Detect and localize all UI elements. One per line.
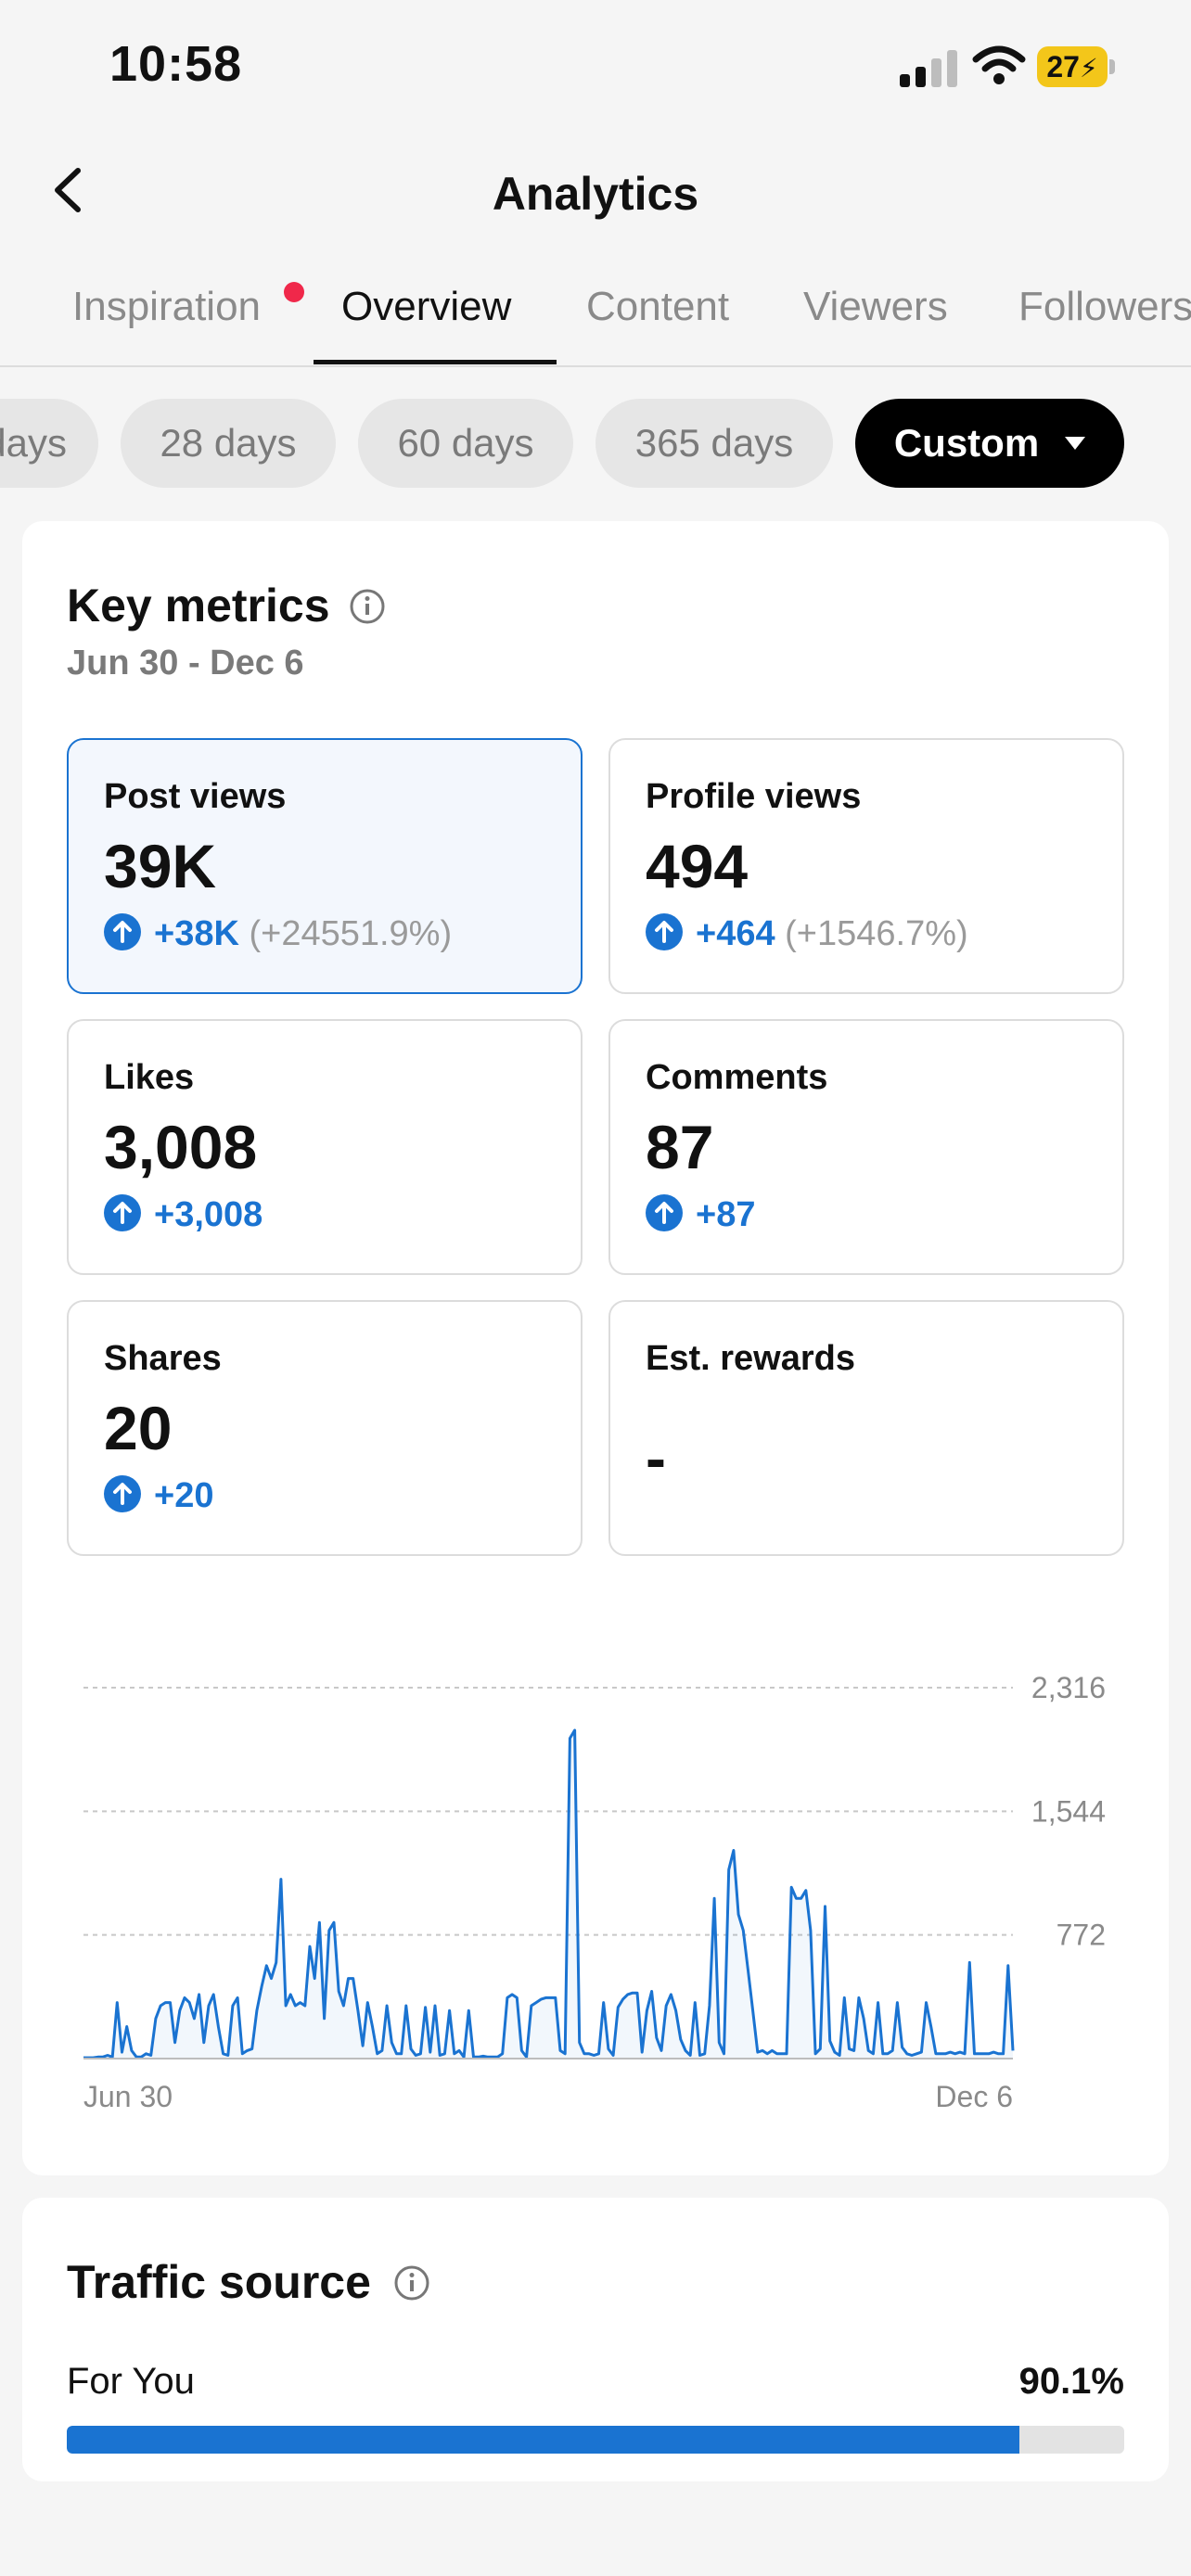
x-start-label: Jun 30 — [83, 2080, 173, 2113]
cellular-signal-icon — [900, 50, 957, 87]
date-range-selector: 7 days 28 days 60 days 365 days Custom — [0, 399, 1191, 488]
y-tick-label: 2,316 — [1031, 1671, 1106, 1704]
tab-followers[interactable]: Followers — [1018, 284, 1191, 329]
metric-value: 3,008 — [104, 1113, 258, 1181]
change-percent: (+24551.9%) — [249, 914, 453, 953]
metric-label: Shares — [104, 1339, 222, 1378]
range-chip-label: Custom — [893, 421, 1040, 465]
change-percent: (+1546.7%) — [785, 914, 968, 953]
metric-label: Profile views — [646, 777, 862, 816]
date-range-label: Jun 30 - Dec 6 — [67, 644, 304, 682]
change-value: +38K — [154, 914, 239, 953]
metric-change: +20 — [104, 1474, 214, 1516]
metric-label: Comments — [646, 1058, 828, 1097]
metric-profile-views[interactable]: Profile views 494 +464 (+1546.7%) — [608, 738, 1124, 994]
arrow-up-circle-icon — [646, 1193, 683, 1231]
notification-dot — [284, 282, 304, 302]
battery-icon: 27⚡ — [1037, 46, 1115, 87]
arrow-up-circle-icon — [104, 1474, 141, 1512]
metric-value: - — [646, 1423, 666, 1492]
metric-value: 20 — [104, 1394, 173, 1462]
arrow-up-circle-icon — [104, 1193, 141, 1231]
metric-label: Likes — [104, 1058, 195, 1097]
x-end-label: Dec 6 — [935, 2080, 1013, 2113]
range-chip-365-days[interactable]: 365 days — [596, 399, 833, 488]
metric-value: 87 — [646, 1113, 714, 1181]
traffic-source-label: For You — [67, 2361, 195, 2402]
y-tick-label: 1,544 — [1031, 1794, 1106, 1828]
tab-inspiration[interactable]: Inspiration — [72, 284, 262, 329]
metric-change: +464 (+1546.7%) — [646, 912, 968, 954]
status-time: 10:58 — [109, 36, 243, 92]
caret-down-icon — [1065, 436, 1086, 450]
traffic-source-title: Traffic source — [67, 2256, 371, 2308]
traffic-source-bar — [67, 2426, 1124, 2454]
metric-post-views[interactable]: Post views 39K +38K (+24551.9%) — [67, 738, 583, 994]
back-button[interactable] — [37, 158, 102, 223]
post-views-chart: 772 1,544 2,316 Jun 30 Dec 6 — [83, 1671, 1106, 2113]
chart-series-line — [83, 1728, 1015, 2060]
range-chip-60-days[interactable]: 60 days — [358, 399, 573, 488]
key-metrics-card: Key metrics Jun 30 - Dec 6 Post views 39… — [22, 521, 1169, 2175]
page-title: Analytics — [492, 168, 699, 220]
traffic-source-bar-fill — [67, 2426, 1020, 2454]
metric-likes[interactable]: Likes 3,008 +3,008 — [67, 1019, 583, 1275]
traffic-source-value: 90.1% — [1018, 2361, 1124, 2402]
arrow-up-circle-icon — [646, 912, 683, 950]
change-value: +87 — [696, 1195, 756, 1234]
tab-content[interactable]: Content — [586, 284, 730, 329]
info-icon[interactable] — [349, 588, 386, 625]
wifi-icon — [972, 45, 1026, 84]
tab-bar: Inspiration Overview Content Viewers Fol… — [0, 269, 1191, 367]
metric-est-rewards[interactable]: Est. rewards - — [608, 1300, 1124, 1556]
range-chip-custom[interactable]: Custom — [855, 399, 1124, 488]
tab-viewers[interactable]: Viewers — [803, 284, 948, 329]
chart-area — [83, 1729, 1013, 2059]
metric-change: +87 — [646, 1193, 756, 1235]
key-metrics-title: Key metrics — [67, 580, 330, 631]
metric-change: +3,008 — [104, 1193, 263, 1235]
range-chip-7-days[interactable]: 7 days — [0, 399, 98, 488]
metric-label: Est. rewards — [646, 1339, 855, 1378]
range-chip-28-days[interactable]: 28 days — [121, 399, 336, 488]
info-icon[interactable] — [393, 2264, 430, 2302]
metric-comments[interactable]: Comments 87 +87 — [608, 1019, 1124, 1275]
tab-overview[interactable]: Overview — [341, 284, 512, 329]
battery-level: 27 — [1046, 50, 1080, 83]
header: Analytics — [0, 148, 1191, 232]
arrow-up-circle-icon — [104, 912, 141, 950]
metric-label: Post views — [104, 777, 287, 816]
traffic-source-card: Traffic source For You 90.1% — [22, 2198, 1169, 2481]
y-tick-label: 772 — [1057, 1919, 1106, 1952]
change-value: +20 — [154, 1476, 214, 1515]
range-chip-label: 7 days — [0, 421, 67, 465]
status-bar: 10:58 27⚡ — [0, 0, 1191, 139]
change-value: +3,008 — [154, 1195, 263, 1234]
active-tab-indicator — [314, 360, 557, 364]
metric-change: +38K (+24551.9%) — [104, 912, 453, 954]
metric-value: 494 — [646, 832, 749, 900]
metric-value: 39K — [104, 832, 217, 900]
change-value: +464 — [696, 914, 775, 953]
metric-shares[interactable]: Shares 20 +20 — [67, 1300, 583, 1556]
